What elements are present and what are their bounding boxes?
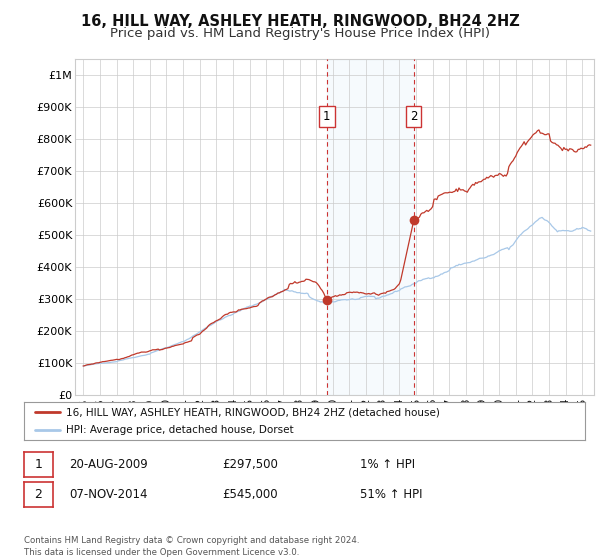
Text: 20-AUG-2009: 20-AUG-2009 bbox=[69, 458, 148, 472]
Text: 16, HILL WAY, ASHLEY HEATH, RINGWOOD, BH24 2HZ (detached house): 16, HILL WAY, ASHLEY HEATH, RINGWOOD, BH… bbox=[66, 407, 440, 417]
Text: 16, HILL WAY, ASHLEY HEATH, RINGWOOD, BH24 2HZ: 16, HILL WAY, ASHLEY HEATH, RINGWOOD, BH… bbox=[80, 14, 520, 29]
Text: 1: 1 bbox=[323, 110, 331, 123]
Text: 1% ↑ HPI: 1% ↑ HPI bbox=[360, 458, 415, 472]
Text: Price paid vs. HM Land Registry's House Price Index (HPI): Price paid vs. HM Land Registry's House … bbox=[110, 27, 490, 40]
Text: 1: 1 bbox=[34, 458, 43, 472]
Text: 07-NOV-2014: 07-NOV-2014 bbox=[69, 488, 148, 501]
Text: 51% ↑ HPI: 51% ↑ HPI bbox=[360, 488, 422, 501]
Text: 2: 2 bbox=[410, 110, 417, 123]
Text: 2: 2 bbox=[34, 488, 43, 501]
Text: HPI: Average price, detached house, Dorset: HPI: Average price, detached house, Dors… bbox=[66, 425, 294, 435]
Bar bbox=[326, 59, 413, 395]
Text: £297,500: £297,500 bbox=[222, 458, 278, 472]
Text: £545,000: £545,000 bbox=[222, 488, 278, 501]
Text: Contains HM Land Registry data © Crown copyright and database right 2024.
This d: Contains HM Land Registry data © Crown c… bbox=[24, 536, 359, 557]
